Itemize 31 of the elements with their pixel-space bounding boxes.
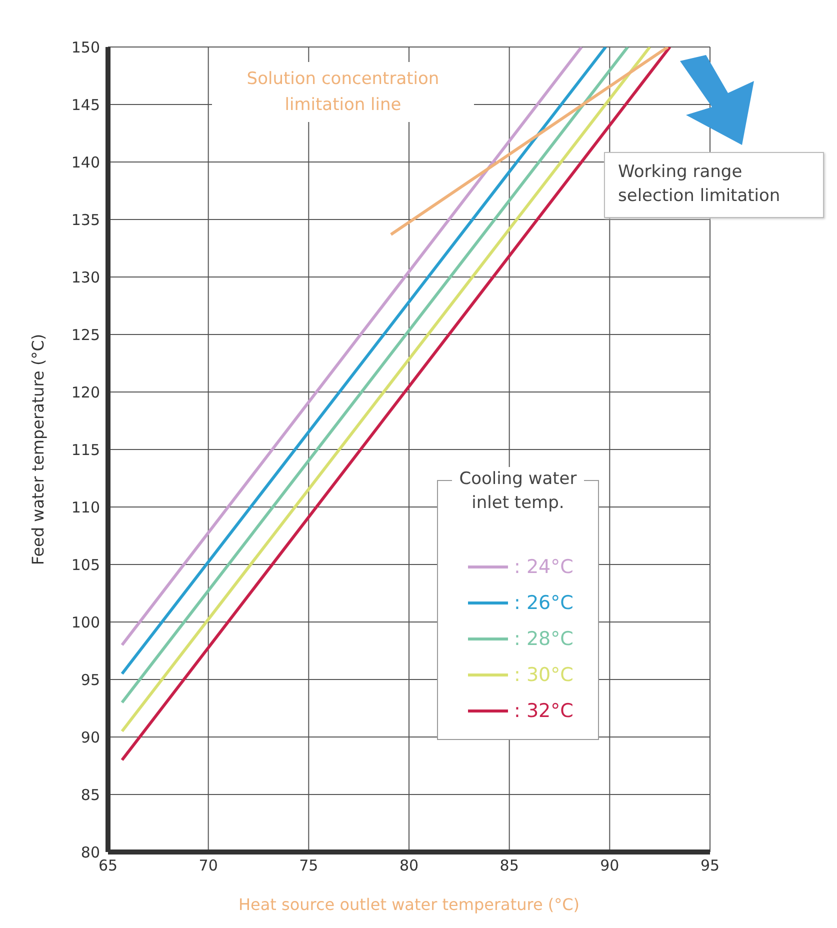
y-tick-label: 110	[71, 498, 100, 516]
y-tick-label: 145	[71, 96, 100, 114]
legend-label: : 24°C	[514, 556, 574, 578]
y-tick-label: 130	[71, 268, 100, 286]
x-tick-label: 85	[500, 856, 519, 875]
y-tick-label: 90	[80, 728, 100, 746]
x-axis-title: Heat source outlet water temperature (°C)	[238, 895, 580, 914]
legend-label: : 32°C	[514, 700, 574, 722]
y-axis-title: Feed water temperature (°C)	[28, 334, 48, 566]
y-tick-label: 115	[71, 440, 100, 459]
annotation: Solution concentration limitation line	[212, 62, 474, 122]
y-tick-label: 80	[80, 843, 100, 862]
y-tick-label: 150	[71, 38, 100, 56]
legend-title: Cooling water inlet temp.	[452, 467, 584, 515]
y-tick-label: 125	[71, 326, 100, 344]
legend-label: : 28°C	[514, 628, 574, 650]
y-tick-label: 120	[71, 383, 100, 402]
y-tick-label: 140	[71, 153, 100, 172]
x-tick-label: 80	[399, 856, 419, 875]
y-tick-label: 100	[71, 613, 100, 632]
y-tick-label: 105	[71, 556, 100, 574]
x-tick-label: 70	[198, 856, 218, 875]
y-tick-label: 85	[80, 786, 100, 804]
legend-label: : 30°C	[514, 664, 574, 686]
x-tick-label: 95	[700, 856, 720, 875]
x-tick-label: 90	[600, 856, 620, 875]
x-tick-label: 75	[299, 856, 318, 875]
y-tick-label: 135	[71, 210, 100, 229]
legend-label: : 26°C	[514, 592, 574, 614]
x-tick-label: 65	[98, 856, 118, 875]
y-tick-label: 95	[80, 670, 100, 689]
